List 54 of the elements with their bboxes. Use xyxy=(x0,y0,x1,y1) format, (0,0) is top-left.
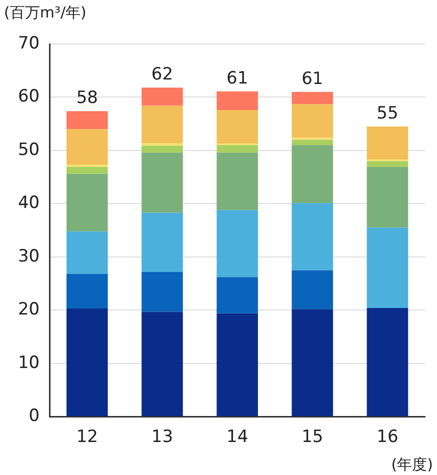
bar xyxy=(366,161,408,167)
y-tick-label: 30 xyxy=(18,246,40,266)
total-label: 58 xyxy=(76,88,98,108)
bar xyxy=(66,274,108,309)
y-axis-title: (百万m³/年) xyxy=(4,3,86,22)
bar xyxy=(216,277,258,314)
bar xyxy=(292,140,334,146)
bar xyxy=(366,126,408,160)
bar xyxy=(366,166,408,228)
bar xyxy=(292,309,334,416)
bar xyxy=(216,152,258,210)
bar xyxy=(292,104,334,138)
bar xyxy=(216,91,258,110)
x-tick-label: 15 xyxy=(302,427,324,448)
x-tick-label: 12 xyxy=(76,427,98,448)
x-tick-label: 16 xyxy=(376,427,398,448)
total-label: 61 xyxy=(302,68,324,89)
bar xyxy=(142,146,183,153)
bar xyxy=(142,88,183,106)
bar xyxy=(66,111,108,130)
bar xyxy=(216,313,258,416)
bar xyxy=(66,231,108,274)
y-tick-label: 20 xyxy=(18,300,40,320)
y-tick-label: 70 xyxy=(18,33,40,54)
bar xyxy=(292,145,334,204)
bar xyxy=(366,308,408,416)
total-label: 55 xyxy=(376,103,398,124)
bar xyxy=(142,106,183,144)
bar xyxy=(66,174,108,232)
x-tick-label: 14 xyxy=(226,427,248,448)
bar xyxy=(66,129,108,165)
y-tick-label: 10 xyxy=(18,352,40,373)
bar xyxy=(142,212,183,272)
bar xyxy=(66,166,108,174)
y-tick-label: 40 xyxy=(18,193,40,214)
bar xyxy=(142,272,183,312)
y-tick-label: 60 xyxy=(18,86,40,107)
bar xyxy=(216,210,258,278)
bar xyxy=(142,143,183,146)
bar xyxy=(142,312,183,416)
y-tick-label: 50 xyxy=(18,140,40,160)
bar xyxy=(142,152,183,213)
x-tick-label: 13 xyxy=(151,427,174,448)
y-tick-label: 0 xyxy=(28,406,40,426)
bar xyxy=(292,270,334,310)
bar xyxy=(216,110,258,144)
bar xyxy=(292,203,334,270)
total-label: 62 xyxy=(151,64,174,85)
x-axis-title: (年度) xyxy=(391,455,433,474)
bar xyxy=(66,308,108,416)
bar xyxy=(366,228,408,308)
bar xyxy=(216,145,258,153)
total-label: 61 xyxy=(226,68,248,88)
bar xyxy=(292,92,334,104)
